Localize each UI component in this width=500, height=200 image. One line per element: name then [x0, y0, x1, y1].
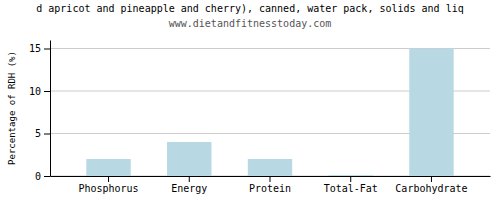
subtitle: www.dietandfitnesstoday.com — [169, 18, 332, 29]
x-tick-mark — [189, 176, 190, 182]
y-tick-label: 0 — [35, 171, 41, 182]
x-tick: Phosphorus — [78, 176, 138, 194]
y-tick-mark — [44, 176, 50, 177]
x-tick-label: Total-Fat — [324, 183, 378, 194]
y-axis: 0 5 10 15 — [29, 41, 51, 182]
y-tick: 10 — [29, 86, 50, 97]
x-tick-label: Energy — [171, 183, 207, 194]
y-tick-mark — [44, 134, 50, 135]
plot: 0 5 10 15 Phosphorus Energy Protein Total-Fat Ca… — [29, 41, 491, 195]
x-tick-mark — [350, 176, 351, 182]
bar — [329, 175, 373, 176]
bar — [409, 49, 453, 177]
x-tick-mark — [108, 176, 109, 182]
x-tick-mark — [431, 176, 432, 182]
x-tick: Energy — [171, 176, 207, 194]
x-tick: Protein — [249, 176, 291, 194]
y-tick: 0 — [35, 171, 50, 182]
x-axis: Phosphorus Energy Protein Total-Fat Carbohyd… — [51, 176, 491, 194]
y-tick-label: 10 — [29, 86, 41, 97]
x-tick-label: Phosphorus — [78, 183, 138, 194]
x-tick-mark — [270, 176, 271, 182]
bar — [167, 142, 211, 176]
x-tick-label: Carbohydrate — [395, 183, 467, 194]
y-tick-label: 5 — [35, 128, 41, 139]
y-tick-mark — [44, 91, 50, 92]
y-tick-label: 15 — [29, 43, 41, 54]
y-tick-mark — [44, 49, 50, 50]
x-tick-label: Protein — [249, 183, 291, 194]
bar — [86, 159, 130, 176]
bars — [86, 49, 453, 177]
bar — [248, 159, 292, 176]
x-tick: Carbohydrate — [395, 176, 467, 194]
y-tick: 15 — [29, 43, 50, 54]
y-axis-line — [50, 41, 51, 177]
x-tick: Total-Fat — [324, 176, 378, 194]
y-axis-title: Percentage of RDH (%) — [7, 51, 17, 165]
chart: d apricot and pineapple and cherry), can… — [0, 0, 500, 200]
y-tick: 5 — [35, 128, 50, 139]
grid — [50, 49, 490, 177]
title: d apricot and pineapple and cherry), can… — [36, 3, 463, 14]
